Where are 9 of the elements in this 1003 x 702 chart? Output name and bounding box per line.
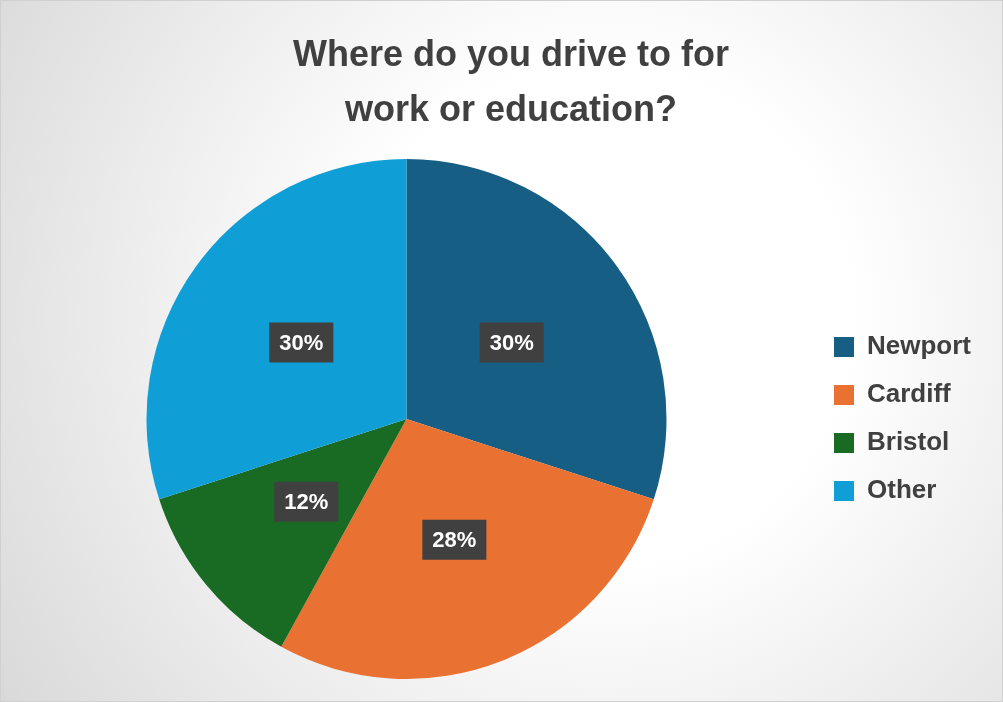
legend-label: Newport <box>867 330 972 361</box>
data-label: 12% <box>284 488 329 514</box>
data-label: 28% <box>432 526 477 552</box>
data-label: 30% <box>489 329 534 355</box>
legend-label: Other <box>867 474 937 505</box>
legend-label: Cardiff <box>867 378 952 409</box>
legend-label: Bristol <box>867 426 950 457</box>
chart-title: Where do you drive to for work or education? <box>292 32 730 131</box>
data-label: 30% <box>279 329 324 355</box>
